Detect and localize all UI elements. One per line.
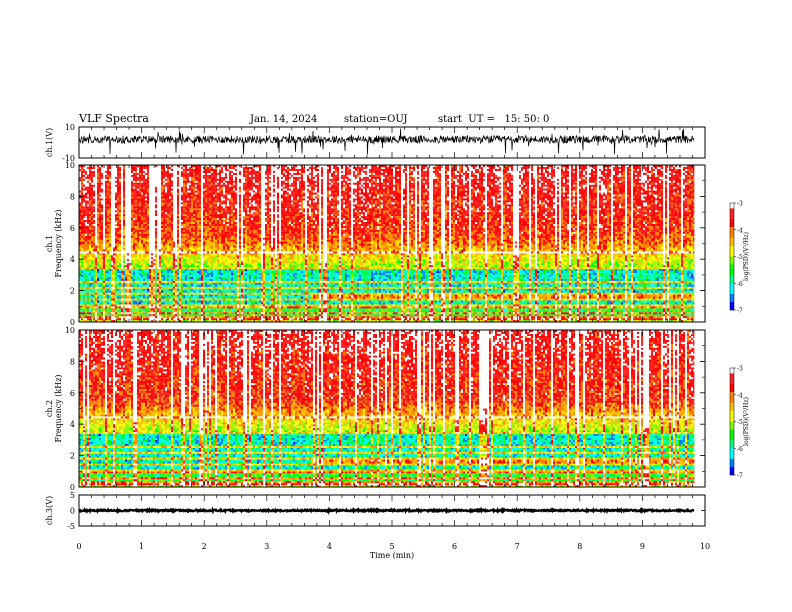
ch2-spectrogram-ylabel2: Frequency (kHz) (54, 374, 63, 442)
x-tick-label: 1 (139, 542, 144, 551)
x-tick-label: 10 (700, 542, 710, 551)
x-tick-label: 5 (389, 542, 394, 551)
ch2-spectrogram-ytick-label: 4 (70, 420, 75, 429)
x-tick-label: 4 (327, 542, 332, 551)
ch1-waveform-ytick-label: 10 (65, 123, 75, 132)
x-tick-label: 7 (515, 542, 520, 551)
header-title: VLF Spectra (79, 112, 149, 125)
ch1-spectrogram-colorbar-tick: -6 (737, 281, 743, 288)
ch2-spectrogram-colorbar-tick: -3 (737, 366, 743, 373)
header-station: station=OUJ (344, 114, 408, 125)
x-tick-label: 3 (264, 542, 269, 551)
ch1-spectrogram-heatmap (79, 165, 696, 322)
ch2-spectrogram-colorbar-tick: -6 (737, 446, 743, 453)
ch1-waveform-ytick-label: -10 (62, 154, 75, 163)
ch2-spectrogram-ytick-label: 6 (70, 389, 75, 398)
header-date: Jan. 14, 2024 (250, 114, 317, 125)
x-tick-label: 6 (452, 542, 457, 551)
ch1-spectrogram-colorbar-tick: -4 (737, 227, 743, 234)
ch1-spectrogram-colorbar-tick: -7 (737, 308, 743, 315)
ch2-spectrogram-ytick-label: 0 (70, 483, 75, 492)
ch1-spectrogram-ylabel: ch.1 (45, 235, 54, 252)
ch1-spectrogram-colorbar-tick: -3 (737, 201, 743, 208)
ch2-spectrogram-ytick-label: 8 (70, 357, 75, 366)
ch2-spectrogram-colorbar-tick: -4 (737, 392, 743, 399)
ch2-spectrogram-ytick-label: 2 (70, 452, 75, 461)
ch3-waveform-ytick-label: 0 (70, 507, 75, 516)
ch2-spectrogram-colorbar-tick: -7 (737, 473, 743, 480)
x-tick-label: 2 (202, 542, 207, 551)
ch1-waveform-ylabel: ch.1(V) (45, 128, 54, 157)
x-tick-label: 0 (76, 542, 81, 551)
ch3-waveform-ylabel: ch.3(V) (45, 496, 54, 525)
ch1-waveform-trace (79, 128, 695, 155)
ch1-spectrogram-colorbar-label: log(PSD)(V²/Hz) (743, 232, 750, 281)
ch3-waveform-ytick-label: 5 (70, 491, 75, 500)
x-tick-label: 8 (577, 542, 582, 551)
ch1-spectrogram-ylabel2: Frequency (kHz) (54, 209, 63, 277)
x-axis-label: Time (min) (370, 551, 414, 560)
ch2-spectrogram-ylabel: ch.2 (45, 400, 54, 417)
ch3-waveform-trace (79, 506, 695, 515)
ch2-spectrogram-ytick-label: 10 (65, 326, 75, 335)
ch1-spectrogram-colorbar-tick: -5 (737, 254, 743, 261)
ch1-spectrogram-ytick-label: 10 (65, 161, 75, 170)
x-tick-label: 9 (640, 542, 645, 551)
ch2-spectrogram-heatmap (79, 330, 696, 487)
ch1-spectrogram-ytick-label: 6 (70, 224, 75, 233)
ch2-spectrogram-colorbar-label: log(PSD)(V²/Hz) (743, 397, 750, 446)
ch1-spectrogram-ytick-label: 4 (70, 255, 75, 264)
ch1-spectrogram-ytick-label: 8 (70, 192, 75, 201)
ch3-waveform-ytick-label: -5 (67, 522, 75, 531)
header-start-time: start UT = 15: 50: 0 (438, 114, 549, 125)
ch2-spectrogram-colorbar-tick: -5 (737, 419, 743, 426)
ch1-spectrogram-ytick-label: 2 (70, 287, 75, 296)
ch1-spectrogram-ytick-label: 0 (70, 318, 75, 327)
